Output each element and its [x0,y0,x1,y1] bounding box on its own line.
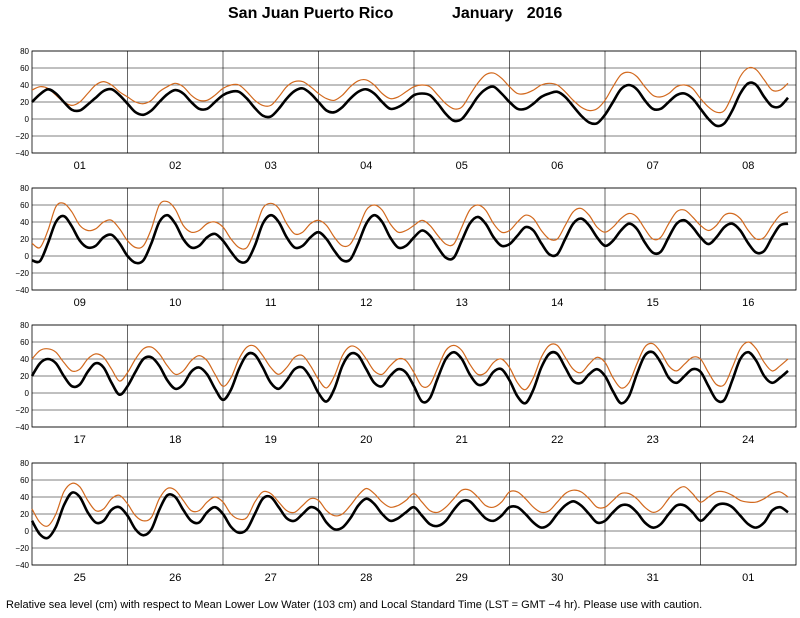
y-tick-label: 80 [20,321,29,330]
y-tick-label: −20 [15,544,29,553]
chart-title-month: January [452,5,514,22]
day-label: 03 [265,160,277,172]
day-label: 09 [74,297,86,309]
y-tick-label: 80 [20,184,29,193]
chart-title-location: San Juan Puerto Rico [228,5,394,22]
y-tick-label: −40 [15,286,29,295]
observed-series-line [31,341,789,391]
chart-title-year: 2016 [526,5,563,22]
observed-series-line [31,66,789,114]
day-label: 25 [74,572,86,584]
y-tick-label: 60 [20,476,29,485]
y-tick-label: 20 [20,235,29,244]
day-label: 06 [551,160,563,172]
day-label: 13 [456,297,468,309]
day-label: 17 [74,434,86,446]
day-label: 10 [169,297,181,309]
day-label: 19 [265,434,277,446]
y-tick-label: 40 [20,493,29,502]
y-tick-label: −20 [15,406,29,415]
y-tick-label: −40 [15,149,29,158]
observed-series-line [31,200,789,250]
day-label: 07 [647,160,659,172]
day-label: 05 [456,160,468,172]
y-tick-label: −40 [15,423,29,432]
day-label: 15 [647,297,659,309]
day-label: 24 [742,434,754,446]
y-tick-label: 40 [20,355,29,364]
day-label: 11 [265,297,276,309]
day-label: 31 [647,572,659,584]
chart-panel-2: 80 60 40 20 0 −20 −40 09 10 11 12 13 14 15 16 [15,184,797,309]
y-tick-label: 80 [20,47,29,56]
y-tick-label: −40 [15,561,29,570]
y-tick-label: 0 [25,527,30,536]
y-tick-label: 60 [20,64,29,73]
y-tick-label: 60 [20,201,29,210]
y-tick-label: 60 [20,338,29,347]
day-label: 26 [169,572,181,584]
panel-frame [31,187,797,291]
y-tick-label: 0 [25,252,30,261]
day-label: 22 [551,434,563,446]
day-label: 16 [742,297,754,309]
y-tick-label: 0 [25,389,30,398]
day-label: 21 [456,434,468,446]
day-label: 12 [360,297,372,309]
chart-panel-3: 80 60 40 20 0 −20 −40 17 18 19 20 21 22 23 24 [15,321,797,446]
day-label: 02 [169,160,181,172]
y-tick-label: −20 [15,132,29,141]
day-label: 29 [456,572,468,584]
day-label: 27 [265,572,277,584]
day-label: 23 [647,434,659,446]
observed-series-line [31,482,789,527]
y-tick-label: 40 [20,218,29,227]
chart-panel-4: 80 60 40 20 0 −20 −40 25 26 27 28 29 30 31 01 [15,459,797,584]
predicted-series-line [31,81,789,128]
chart-title-date: January 2016 [452,5,562,23]
day-label: 30 [551,572,563,584]
predicted-series-line [31,213,789,265]
y-tick-label: 0 [25,115,30,124]
day-label: 01 [742,572,754,584]
chart-footnote: Relative sea level (cm) with respect to … [6,599,703,611]
y-tick-label: 40 [20,81,29,90]
day-label: 14 [551,297,563,309]
y-tick-label: 20 [20,510,29,519]
panel-frame [31,462,797,566]
predicted-series-line [30,350,789,405]
y-tick-label: −20 [15,269,29,278]
y-tick-label: 20 [20,372,29,381]
chart-panel-1: 80 60 40 20 0 −20 −40 01 02 03 04 05 06 07 08 [15,47,797,172]
predicted-series-line [30,491,789,540]
day-label: 28 [360,572,372,584]
day-label: 04 [360,160,372,172]
day-label: 20 [360,434,372,446]
y-tick-label: 20 [20,98,29,107]
day-label: 18 [169,434,181,446]
day-label: 01 [74,160,86,172]
day-label: 08 [742,160,754,172]
y-tick-label: 80 [20,459,29,468]
